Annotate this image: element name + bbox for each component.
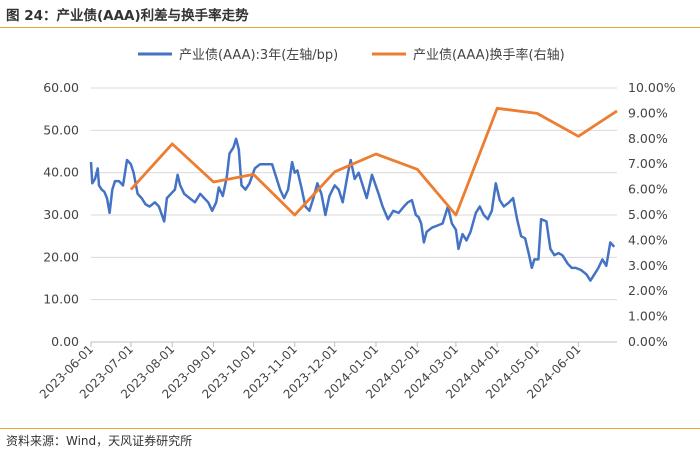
y-right-tick-label: 1.00% xyxy=(628,309,668,324)
series-lines xyxy=(89,106,618,282)
legend-label: 产业债(AAA)换手率(右轴) xyxy=(413,47,565,63)
y-left-tick-label: 20.00 xyxy=(43,249,79,264)
y-axis-right: 0.00% 1.00% 2.00% 3.00% 4.00% 5.00% 6.00% 7.00%… xyxy=(628,80,676,349)
legend: 产业债(AAA):3年(左轴/bp) 产业债(AAA)换手率(右轴) xyxy=(138,47,565,63)
y-right-tick-label: 10.00% xyxy=(628,80,676,95)
y-right-tick-label: 6.00% xyxy=(628,182,668,197)
figure-title: 图 24：产业债(AAA)利差与换手率走势 xyxy=(6,8,249,24)
source-note: 资料来源：Wind，天风证券研究所 xyxy=(6,434,193,448)
y-right-tick-label: 3.00% xyxy=(628,258,668,273)
legend-label: 产业债(AAA):3年(左轴/bp) xyxy=(179,48,338,63)
y-right-tick-label: 9.00% xyxy=(628,105,668,120)
y-left-tick-label: 0.00 xyxy=(51,334,79,349)
series-line-turnover xyxy=(129,106,618,217)
top-divider xyxy=(0,27,700,28)
y-left-tick-label: 40.00 xyxy=(43,165,79,180)
gridlines xyxy=(91,87,617,343)
y-right-tick-label: 7.00% xyxy=(628,156,668,171)
bottom-divider xyxy=(0,428,700,429)
y-right-tick-label: 8.00% xyxy=(628,131,668,146)
y-right-tick-label: 0.00% xyxy=(628,334,668,349)
chart: 产业债(AAA):3年(左轴/bp) 产业债(AAA)换手率(右轴) 0.00 10… xyxy=(37,47,676,401)
series-line-spread xyxy=(89,137,616,282)
y-left-tick-label: 30.00 xyxy=(43,207,79,222)
y-right-tick-label: 4.00% xyxy=(628,232,668,247)
y-left-tick-label: 10.00 xyxy=(43,292,79,307)
y-right-tick-label: 2.00% xyxy=(628,283,668,298)
y-right-tick-label: 5.00% xyxy=(628,207,668,222)
x-axis: 2023-06-012023-07-012023-08-012023-09-01… xyxy=(37,341,617,401)
y-left-tick-label: 60.00 xyxy=(43,80,79,95)
y-left-tick-label: 50.00 xyxy=(43,122,79,137)
y-axis-left: 0.00 10.00 20.00 30.00 40.00 50.00 60.00 xyxy=(43,80,79,349)
